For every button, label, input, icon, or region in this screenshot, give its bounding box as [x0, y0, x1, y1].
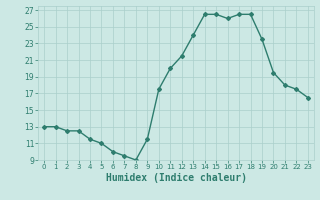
X-axis label: Humidex (Indice chaleur): Humidex (Indice chaleur) — [106, 173, 246, 183]
